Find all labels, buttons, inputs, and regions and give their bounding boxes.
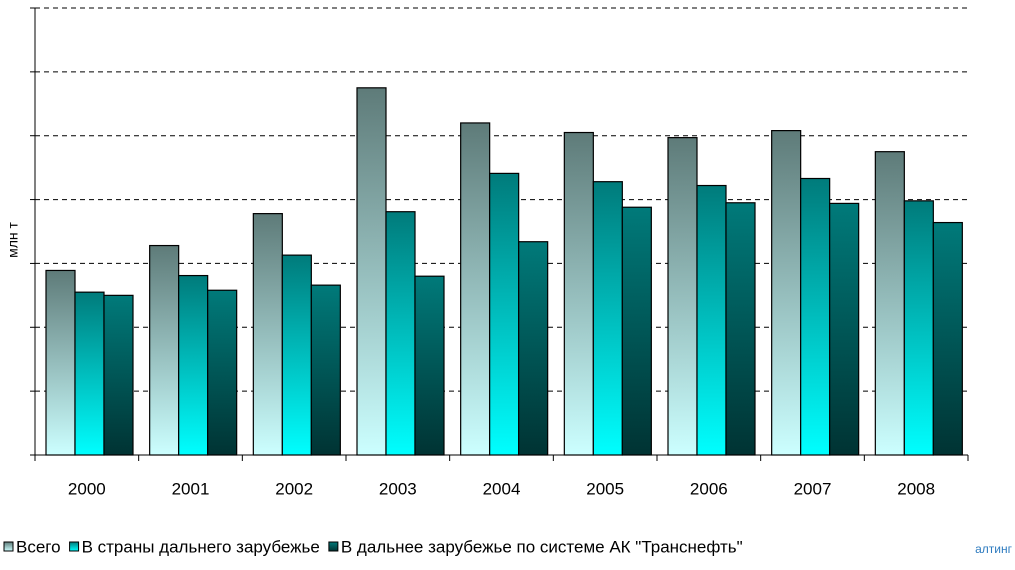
x-tick-label: 2005 (586, 479, 624, 498)
bar (252, 213, 283, 456)
legend-label: Всего (16, 537, 61, 556)
bar (103, 294, 134, 456)
x-tick-label: 2007 (794, 479, 832, 498)
x-tick-label: 2000 (68, 479, 106, 498)
bar (903, 200, 934, 456)
bar (874, 151, 905, 456)
x-tick-label: 2004 (483, 479, 521, 498)
footer: алтинг (975, 542, 1013, 556)
bar (771, 130, 802, 456)
bar (621, 206, 652, 456)
bar (518, 241, 549, 456)
bar (696, 184, 727, 456)
legend-swatch (69, 541, 80, 552)
legend-swatch (328, 541, 339, 552)
legend-label: В страны дальнего зарубежье (82, 537, 320, 556)
bar (385, 211, 416, 456)
bar (667, 137, 698, 456)
bar (725, 202, 756, 456)
x-tick-label: 2008 (897, 479, 935, 498)
bar (932, 221, 963, 456)
x-tick-label: 2002 (275, 479, 313, 498)
bar (149, 244, 180, 456)
x-tick-label: 2003 (379, 479, 417, 498)
bar (829, 202, 860, 456)
bar (414, 275, 445, 456)
bar (45, 269, 76, 456)
bar (281, 254, 312, 456)
bar (489, 172, 520, 456)
bar (207, 289, 238, 456)
bar (592, 181, 623, 456)
bar (74, 291, 105, 456)
x-tick-label: 2006 (690, 479, 728, 498)
x-tick-label: 2001 (172, 479, 210, 498)
bar (356, 87, 387, 456)
bar (178, 274, 209, 456)
bar (800, 177, 831, 456)
legend-swatch (3, 541, 14, 552)
bar (460, 122, 491, 456)
legend-label: В дальнее зарубежье по системе АК "Транс… (341, 537, 743, 556)
y-axis-label: млн т (5, 221, 21, 257)
bar (563, 131, 594, 456)
bar (310, 284, 341, 456)
